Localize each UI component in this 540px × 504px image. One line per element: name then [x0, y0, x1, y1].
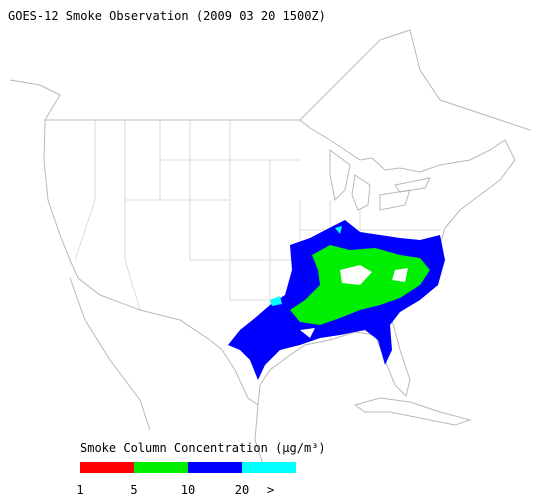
us-outline [43, 119, 516, 406]
map-title: GOES-12 Smoke Observation (2009 03 20 15… [8, 9, 326, 23]
colorbar-segment [80, 462, 134, 473]
colorbar-segment [242, 462, 296, 473]
colorbar: 1 5 10 20 > [76, 462, 296, 497]
smoke-plume [228, 220, 445, 380]
colorbar-segment [188, 462, 242, 473]
great-lakes [329, 149, 431, 211]
legend-title: Smoke Column Concentration (μg/m³) [80, 441, 326, 455]
cuba [353, 397, 472, 426]
smoke-gaps [300, 265, 408, 338]
mexico [69, 277, 266, 471]
basemap [9, 29, 531, 471]
colorbar-label: 5 [130, 483, 137, 497]
colorbar-label: 20 [235, 483, 249, 497]
colorbar-label: 10 [181, 483, 195, 497]
colorbar-segment [134, 462, 188, 473]
smoke-low [270, 226, 342, 306]
colorbar-label: 1 [76, 483, 83, 497]
canada-coast [9, 29, 531, 131]
colorbar-label: > [267, 483, 274, 497]
